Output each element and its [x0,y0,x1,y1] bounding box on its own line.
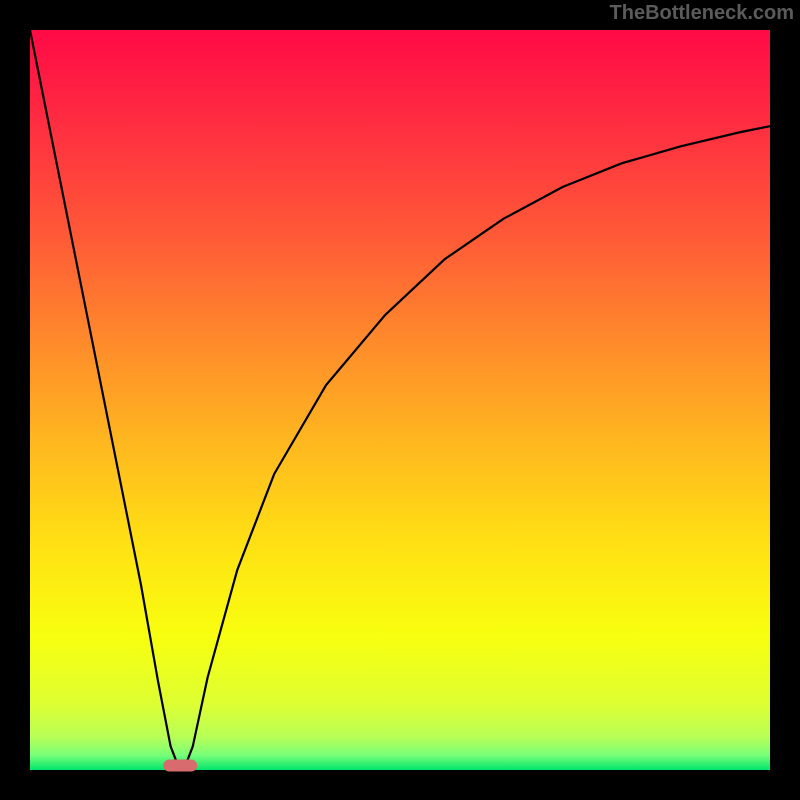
bottleneck-chart: TheBottleneck.com [0,0,800,800]
plot-gradient [30,30,770,770]
chart-svg [0,0,800,800]
optimal-marker [163,760,197,772]
